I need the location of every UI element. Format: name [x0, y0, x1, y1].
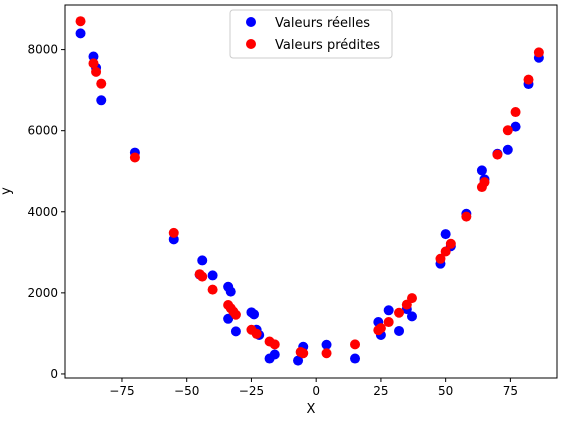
point-valeurs-predites: [251, 328, 262, 339]
point-valeurs-predites: [533, 47, 544, 58]
point-valeurs-reelles: [502, 144, 513, 155]
point-valeurs-reelles: [383, 305, 394, 316]
legend-label-valeurs-reelles: Valeurs réelles: [275, 16, 370, 31]
y-tick-label: 4000: [27, 205, 58, 219]
y-axis-ticks: 0 2000 4000 6000 8000: [27, 43, 65, 381]
x-tick-label: 0: [312, 384, 320, 398]
x-tick-label: 25: [373, 384, 388, 398]
point-valeurs-reelles: [96, 95, 107, 106]
point-valeurs-predites: [523, 74, 534, 85]
y-tick-label: 2000: [27, 286, 58, 300]
point-valeurs-reelles: [476, 165, 487, 176]
point-valeurs-predites: [91, 66, 102, 77]
point-valeurs-predites: [88, 58, 99, 69]
data-points: [75, 16, 544, 366]
x-axis-label: X: [307, 402, 316, 417]
point-valeurs-predites: [96, 78, 107, 89]
point-valeurs-predites: [479, 177, 490, 188]
point-valeurs-predites: [375, 323, 386, 334]
legend-box: [229, 9, 393, 59]
x-tick-label: 50: [438, 384, 453, 398]
x-tick-label: −50: [174, 384, 199, 398]
point-valeurs-predites: [298, 348, 309, 359]
legend-label-valeurs-predites: Valeurs prédites: [275, 38, 380, 53]
x-axis-ticks: −75 −50 −25 0 25 50 75: [109, 378, 518, 398]
point-valeurs-predites: [461, 211, 472, 222]
point-valeurs-reelles: [269, 349, 280, 360]
point-valeurs-predites: [321, 348, 332, 359]
point-valeurs-predites: [168, 227, 179, 238]
point-valeurs-predites: [129, 152, 140, 163]
y-tick-label: 6000: [27, 124, 58, 138]
y-axis-label: y: [0, 187, 14, 195]
point-valeurs-predites: [269, 339, 280, 350]
point-valeurs-reelles: [406, 311, 417, 322]
point-valeurs-reelles: [510, 121, 521, 132]
point-valeurs-reelles: [321, 339, 332, 350]
point-valeurs-reelles: [230, 326, 241, 337]
point-valeurs-reelles: [293, 355, 304, 366]
point-valeurs-reelles: [223, 313, 234, 324]
x-tick-label: −75: [109, 384, 134, 398]
point-valeurs-reelles: [350, 353, 361, 364]
point-valeurs-reelles: [75, 28, 86, 39]
point-valeurs-predites: [75, 16, 86, 27]
point-valeurs-predites: [383, 317, 394, 328]
plot-area: [65, 5, 557, 378]
y-tick-label: 8000: [27, 43, 58, 57]
legend-marker-valeurs-reelles: [246, 17, 256, 27]
point-valeurs-reelles: [440, 229, 451, 240]
x-tick-label: 75: [503, 384, 518, 398]
x-tick-label: −25: [239, 384, 264, 398]
point-valeurs-reelles: [197, 255, 208, 266]
point-valeurs-predites: [406, 293, 417, 304]
point-valeurs-predites: [445, 238, 456, 249]
point-valeurs-predites: [394, 307, 405, 318]
point-valeurs-reelles: [88, 51, 99, 62]
point-valeurs-predites: [502, 125, 513, 136]
point-valeurs-predites: [440, 246, 451, 257]
point-valeurs-predites: [492, 149, 503, 160]
point-valeurs-reelles: [225, 286, 236, 297]
point-valeurs-predites: [435, 253, 446, 264]
legend: Valeurs réelles Valeurs prédites: [229, 9, 393, 59]
point-valeurs-predites: [197, 271, 208, 282]
point-valeurs-predites: [230, 309, 241, 320]
point-valeurs-reelles: [207, 270, 218, 281]
point-valeurs-reelles: [249, 309, 260, 320]
plot-frame: [64, 4, 558, 379]
y-tick-label: 0: [50, 367, 58, 381]
point-valeurs-predites: [510, 107, 521, 118]
point-valeurs-predites: [207, 284, 218, 295]
point-valeurs-predites: [350, 339, 361, 350]
point-valeurs-reelles: [394, 325, 405, 336]
legend-marker-valeurs-predites: [246, 39, 256, 49]
